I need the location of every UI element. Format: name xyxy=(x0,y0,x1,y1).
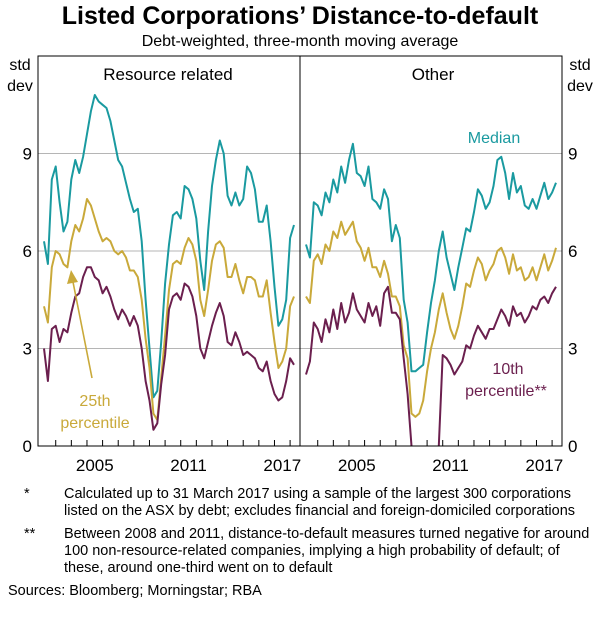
y-tick-label-left: 3 xyxy=(23,340,32,359)
series-line-median xyxy=(43,94,295,399)
footnote-2: ** Between 2008 and 2011, distance-to-de… xyxy=(0,526,600,577)
y-ticks-left: 0 3 6 9 xyxy=(23,145,32,457)
series-line-10th-percentile xyxy=(43,266,295,431)
panel-title-resource: Resource related xyxy=(103,65,232,84)
x-tick-label: 2017 xyxy=(263,456,301,475)
y-axis-label-right-line2: dev xyxy=(567,78,593,95)
chart-subtitle: Debt-weighted, three-month moving averag… xyxy=(142,33,459,50)
footnote-1: * Calculated up to 31 March 2017 using a… xyxy=(0,486,600,520)
y-tick-label-right: 6 xyxy=(568,242,577,261)
y-ticks-right: 0 3 6 9 xyxy=(568,145,577,457)
sources: Sources: Bloomberg; Morningstar; RBA xyxy=(8,583,262,599)
footnotes: * Calculated up to 31 March 2017 using a… xyxy=(0,486,600,600)
x-ticks: 2005 2011 2017 2005 2011 2017 xyxy=(55,440,563,475)
y-tick-label-right: 0 xyxy=(568,437,577,456)
x-tick-label: 2017 xyxy=(525,456,563,475)
annotation-25th-arrow xyxy=(72,281,93,379)
footnote-2-marker: ** xyxy=(24,526,36,542)
series-other xyxy=(305,142,557,447)
annotation-25th-arrowhead xyxy=(67,270,78,284)
chart-title: Listed Corporations’ Distance-to-default xyxy=(62,2,539,30)
y-axis-label-left-line2: dev xyxy=(7,78,33,95)
annotation-10th-line1: 10th xyxy=(492,361,523,378)
series-line-median xyxy=(305,142,557,373)
series-line-25th-percentile xyxy=(43,198,295,421)
y-tick-label-right: 9 xyxy=(568,145,577,164)
footnote-1-marker: * xyxy=(24,486,30,502)
annotation-25th-line1: 25th xyxy=(79,393,110,410)
series-line-25th-percentile xyxy=(305,220,557,418)
y-axis-label-left-line1: std xyxy=(9,57,30,74)
x-tick-label: 2005 xyxy=(76,456,114,475)
x-tick-label: 2005 xyxy=(338,456,376,475)
annotation-25th-line2: percentile xyxy=(60,415,129,432)
series-resource-related xyxy=(43,94,295,431)
y-axis-label-right-line1: std xyxy=(569,57,590,74)
y-tick-label-right: 3 xyxy=(568,340,577,359)
y-tick-label-left: 6 xyxy=(23,242,32,261)
y-tick-label-left: 0 xyxy=(23,437,32,456)
panel-title-other: Other xyxy=(412,65,455,84)
footnote-1-text: Calculated up to 31 March 2017 using a s… xyxy=(64,486,576,519)
annotation-median: Median xyxy=(468,130,520,147)
chart: Listed Corporations’ Distance-to-default… xyxy=(7,2,593,475)
annotation-10th-line2: percentile** xyxy=(465,383,547,400)
x-tick-label: 2011 xyxy=(432,456,469,475)
x-tick-label: 2011 xyxy=(170,456,207,475)
series-line-10th-percentile xyxy=(305,285,557,447)
y-tick-label-left: 9 xyxy=(23,145,32,164)
footnote-2-text: Between 2008 and 2011, distance-to-defau… xyxy=(64,526,590,576)
